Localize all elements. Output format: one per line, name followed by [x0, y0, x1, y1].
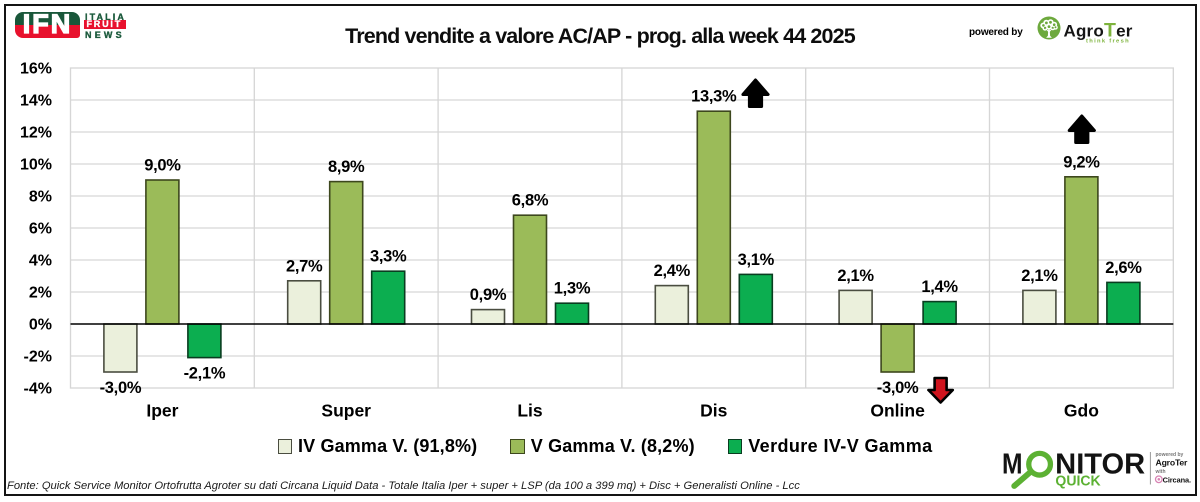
svg-text:14%: 14%	[20, 93, 52, 110]
svg-text:2,4%: 2,4%	[654, 262, 691, 280]
svg-text:Super: Super	[321, 401, 371, 421]
svg-text:4%: 4%	[29, 253, 52, 270]
svg-text:NITOR: NITOR	[1055, 449, 1145, 481]
svg-text:think fresh: think fresh	[1086, 38, 1130, 44]
svg-text:2,1%: 2,1%	[837, 267, 874, 285]
svg-text:AgroTer: AgroTer	[1064, 20, 1133, 42]
svg-text:AgroTer: AgroTer	[1156, 458, 1189, 468]
svg-text:Dis: Dis	[700, 401, 728, 421]
svg-text:2%: 2%	[29, 285, 52, 302]
svg-text:Iper: Iper	[146, 401, 178, 421]
svg-text:9,2%: 9,2%	[1063, 153, 1100, 171]
svg-text:6%: 6%	[29, 221, 52, 238]
svg-text:-3,0%: -3,0%	[100, 379, 142, 397]
svg-text:8,9%: 8,9%	[328, 158, 365, 176]
svg-text:10%: 10%	[20, 157, 52, 174]
svg-text:1,3%: 1,3%	[554, 280, 591, 298]
svg-text:16%: 16%	[20, 61, 52, 78]
svg-text:13,3%: 13,3%	[691, 88, 737, 106]
svg-text:-4%: -4%	[24, 381, 52, 398]
svg-text:Online: Online	[870, 401, 925, 421]
svg-text:M: M	[1002, 449, 1023, 481]
svg-text:2,6%: 2,6%	[1105, 259, 1142, 277]
svg-text:Lis: Lis	[517, 401, 543, 421]
svg-text:Circana.: Circana.	[1163, 475, 1191, 484]
svg-text:1,4%: 1,4%	[921, 278, 958, 296]
svg-text:12%: 12%	[20, 125, 52, 142]
svg-text:Gdo: Gdo	[1064, 401, 1099, 421]
svg-text:3,3%: 3,3%	[370, 248, 407, 266]
svg-text:powered by: powered by	[1156, 452, 1184, 458]
svg-text:2,1%: 2,1%	[1021, 267, 1058, 285]
svg-text:8%: 8%	[29, 189, 52, 206]
svg-text:0,9%: 0,9%	[470, 286, 507, 304]
svg-text:QUICK: QUICK	[1055, 473, 1101, 489]
svg-text:-3,0%: -3,0%	[877, 379, 919, 397]
svg-text:0%: 0%	[29, 317, 52, 334]
svg-text:with: with	[1155, 469, 1166, 475]
svg-text:-2,1%: -2,1%	[184, 365, 226, 383]
svg-text:-2%: -2%	[24, 349, 52, 366]
svg-text:9,0%: 9,0%	[144, 157, 181, 175]
svg-text:powered by: powered by	[969, 27, 1023, 38]
svg-text:2,7%: 2,7%	[286, 257, 323, 275]
svg-text:6,8%: 6,8%	[512, 192, 549, 210]
svg-text:3,1%: 3,1%	[738, 251, 775, 269]
